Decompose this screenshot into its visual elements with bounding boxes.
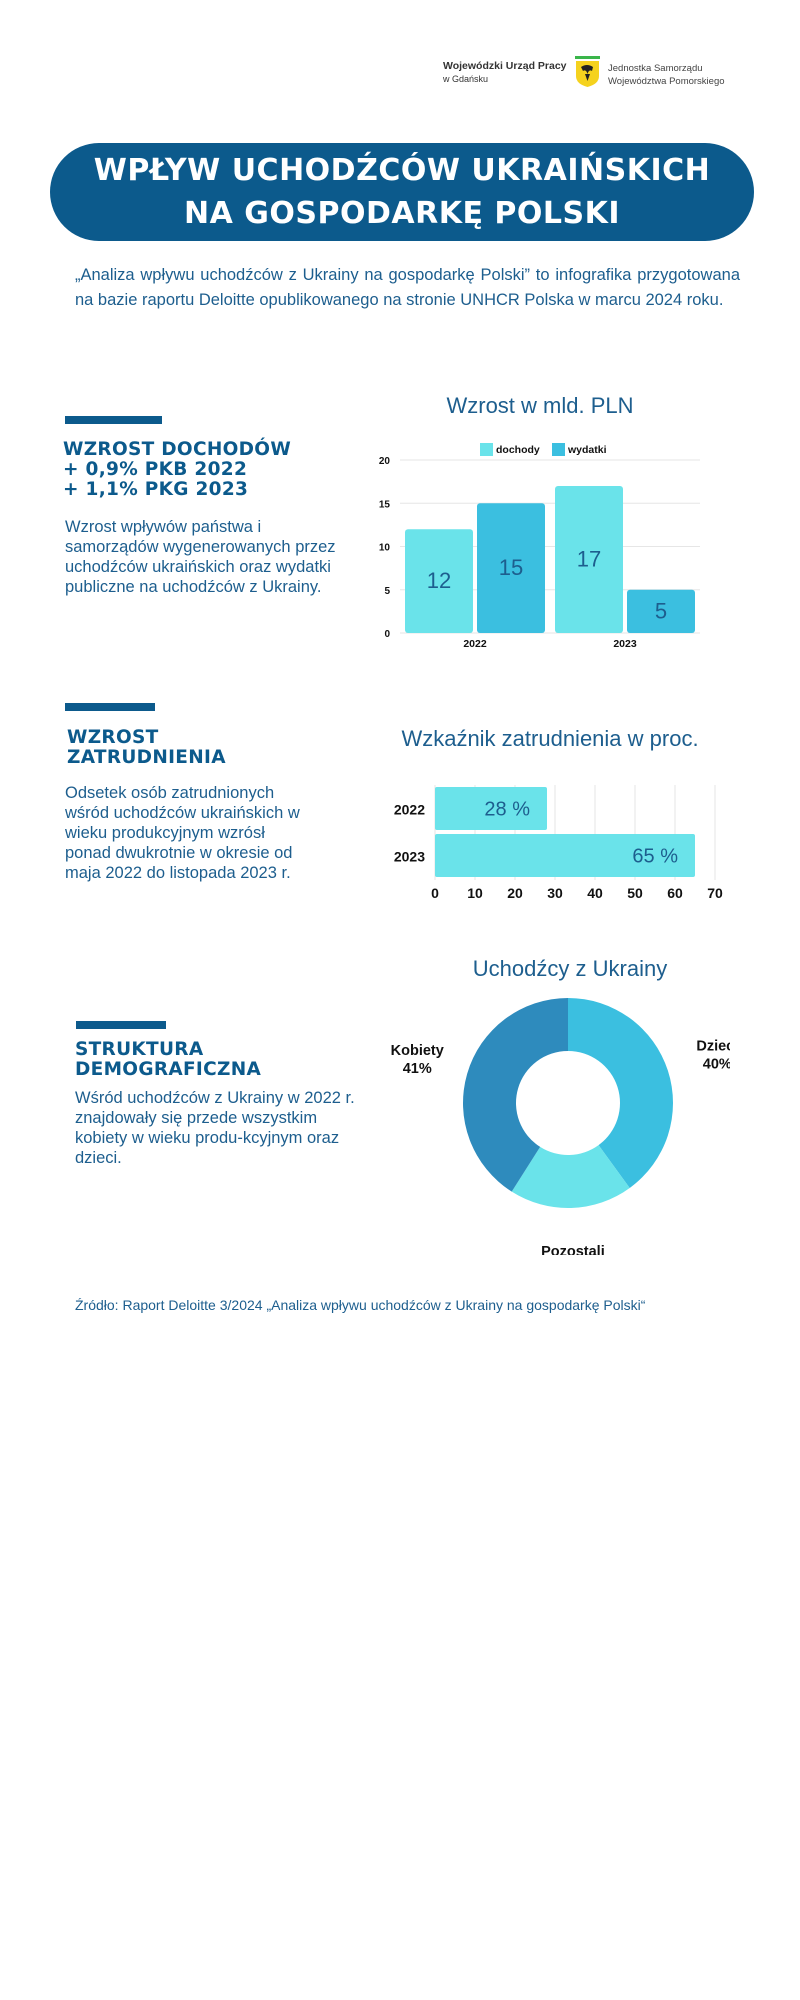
section1-accent-bar [65, 416, 162, 424]
slice-value-label: 40% [703, 1056, 730, 1072]
y-tick-label: 2022 [394, 802, 425, 818]
wup-logo-line1: Wojewódzki Urząd Pracy [443, 60, 567, 72]
pie-slice [511, 1145, 630, 1208]
section2-text: Odsetek osób zatrudnionych wśród uchodźc… [65, 784, 300, 882]
section2-heading-line1: WZROST [67, 727, 159, 748]
legend-label: wydatki [567, 444, 607, 456]
section2-heading-line2: ZATRUDNIENIA [67, 747, 226, 768]
employment-bar-chart: 0 10 20 30 40 50 60 70 28 % 2022 65 % 2023 [394, 785, 723, 901]
pomorskie-crest-icon [575, 56, 600, 87]
y-tick-label: 15 [379, 499, 391, 510]
x-tick-label: 30 [547, 885, 563, 901]
section1-heading: WZROST DOCHODÓW + 0,9% PKB 2022 + 1,1% P… [63, 440, 343, 500]
intro-text: „Analiza wpływu uchodźców z Ukrainy na g… [75, 266, 740, 309]
slice-value-label: 41% [403, 1061, 432, 1077]
y-tick-label: 0 [384, 629, 390, 640]
section2-heading: WZROST ZATRUDNIENIA [67, 728, 327, 768]
bar-value-label: 15 [499, 555, 523, 580]
bar-value-label: 17 [577, 546, 601, 571]
chart2-title: Wzkaźnik zatrudnienia w proc. [401, 726, 699, 751]
section1-heading-line3: + 1,1% PKG 2023 [63, 479, 249, 500]
slice-name-label: Pozostali [541, 1244, 605, 1255]
slice-name-label: Dzieci [696, 1038, 730, 1054]
pie-slice [568, 998, 673, 1188]
bar [627, 589, 695, 633]
bar [405, 529, 473, 633]
wup-logo-line2: w Gdańsku [443, 74, 489, 84]
section1-heading-line2: + 0,9% PKB 2022 [63, 459, 248, 480]
title-banner: WPŁYW UCHODŹCÓW UKRAIŃSKICH NA GOSPODARK… [50, 143, 754, 241]
bar-value-label: 12 [427, 568, 451, 593]
chart3-title: Uchodźcy z Ukrainy [472, 956, 668, 981]
section3-heading: STRUKTURA DEMOGRAFICZNA [75, 1040, 335, 1080]
section3-heading-line1: STRUKTURA [75, 1039, 204, 1060]
y-tick-label: 10 [379, 543, 391, 554]
legend-label: dochody [496, 444, 540, 456]
source-note: Źródło: Raport Deloitte 3/2024 „Analiza … [75, 1297, 646, 1313]
y-tick-label: 2023 [394, 849, 425, 865]
bar-value-label: 65 % [632, 846, 678, 868]
x-tick-label: 10 [467, 885, 483, 901]
title-line2: NA GOSPODARKĘ POLSKI [183, 196, 621, 231]
bar-value-label: 5 [655, 598, 667, 623]
jst-logo-line1: Jednostka Samorządu [608, 63, 703, 74]
x-tick-label: 2022 [463, 638, 487, 650]
jst-logo-line2: Województwa Pomorskiego [608, 76, 725, 87]
section3-heading-line2: DEMOGRAFICZNA [75, 1059, 262, 1080]
bar [477, 503, 545, 633]
x-tick-label: 0 [431, 885, 439, 901]
jst-logo: Jednostka Samorządu Województwa Pomorski… [608, 62, 758, 88]
pie-slice [462, 998, 568, 1192]
legend-swatch [552, 443, 565, 456]
y-tick-label: 5 [384, 586, 390, 597]
bar [555, 485, 623, 633]
section3-accent-bar [76, 1021, 166, 1029]
income-expense-bar-chart: 0 5 10 15 20 dochody wydatki 12 15 2022 17 5 2023 [379, 443, 700, 650]
bar [435, 787, 547, 830]
section1-text: Wzrost wpływów państwa i samorządów wyge… [65, 518, 336, 596]
wup-logo: Wojewódzki Urząd Pracy w Gdańsku [443, 60, 573, 84]
x-tick-label: 60 [667, 885, 683, 901]
x-tick-label: 70 [707, 885, 723, 901]
section3-text: Wśród uchodźców z Ukrainy w 2022 r. znaj… [75, 1089, 355, 1167]
section1-heading-line1: WZROST DOCHODÓW [63, 439, 292, 460]
bar-value-label: 28 % [484, 799, 530, 821]
title-line1: WPŁYW UCHODŹCÓW UKRAIŃSKICH [93, 153, 711, 188]
section2-accent-bar [65, 703, 155, 711]
x-tick-label: 40 [587, 885, 603, 901]
chart1-title: Wzrost w mld. PLN [446, 393, 634, 418]
x-tick-label: 50 [627, 885, 643, 901]
bar [435, 834, 695, 877]
x-tick-label: 20 [507, 885, 523, 901]
slice-name-label: Kobiety [391, 1043, 444, 1059]
y-tick-label: 20 [379, 456, 391, 467]
legend-swatch [480, 443, 493, 456]
x-tick-label: 2023 [613, 638, 637, 650]
